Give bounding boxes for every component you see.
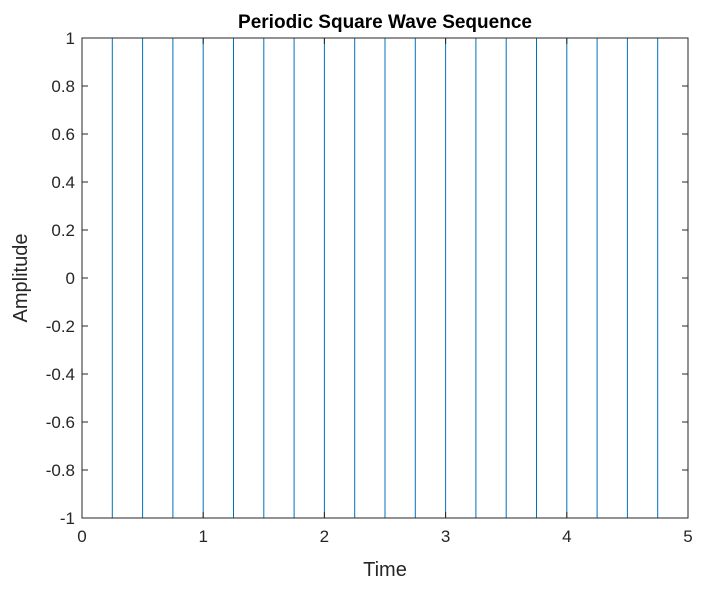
axes-box — [81, 37, 689, 519]
y-tick-label: -0.6 — [46, 413, 75, 432]
y-tick-label: 1 — [66, 29, 75, 48]
x-tick-label: 1 — [198, 527, 207, 546]
y-tick-label: 0.2 — [51, 221, 75, 240]
x-tick-label: 2 — [320, 527, 329, 546]
y-tick-label: 0 — [66, 269, 75, 288]
x-tick-label: 4 — [562, 527, 571, 546]
x-tick-label: 3 — [441, 527, 450, 546]
chart-title: Periodic Square Wave Sequence — [238, 12, 532, 33]
y-tick-label: -0.8 — [46, 461, 75, 480]
y-tick-label: 0.6 — [51, 125, 75, 144]
x-axis-label: Time — [363, 559, 407, 581]
x-tick-label: 0 — [77, 527, 86, 546]
y-tick-label: 0.8 — [51, 77, 75, 96]
y-tick-label: -0.2 — [46, 317, 75, 336]
y-tick-label: -1 — [60, 509, 75, 528]
series-line-0 — [82, 37, 689, 519]
series-layer — [82, 37, 689, 519]
y-axis-label: Amplitude — [10, 234, 32, 323]
y-tick-label: -0.4 — [46, 365, 75, 384]
x-tick-label: 5 — [683, 527, 692, 546]
tick-labels-layer: 0 1 2 3 4 5 -1 -0.8 -0.6 -0.4 -0.2 0 0.2 0.4 0.6 0.8 1 — [46, 29, 693, 546]
y-tick-label: 0.4 — [51, 173, 75, 192]
